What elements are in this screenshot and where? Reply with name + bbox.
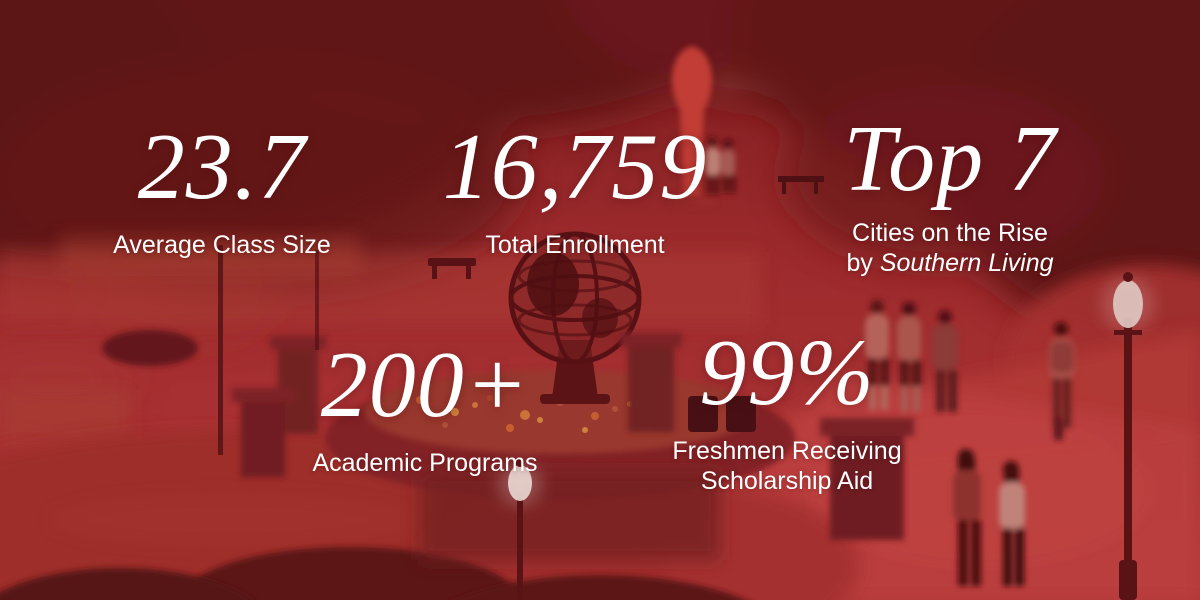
- students-walking-away: [953, 449, 1025, 586]
- students-distant-pair: [705, 137, 735, 195]
- stat-value: 200+: [320, 333, 530, 437]
- globe-sculpture: [508, 231, 642, 404]
- southern-living-citation: Southern Living: [879, 249, 1054, 277]
- stat-value: 16,759: [442, 115, 708, 219]
- bush-silhouette: [180, 547, 520, 600]
- stat-scholarship-aid: 99% Freshmen Receiving Scholarship Aid: [622, 326, 952, 496]
- stat-average-class-size: 23.7 Average Class Size: [57, 120, 387, 260]
- stat-top-7-cities: Top 7 Cities on the Rise by Southern Liv…: [785, 112, 1115, 278]
- stat-total-enrollment: 16,759 Total Enrollment: [415, 120, 735, 260]
- stat-label: Academic Programs: [312, 449, 538, 477]
- flag-poles: [218, 245, 319, 455]
- stat-label-line1: Freshmen Receiving: [672, 437, 902, 465]
- lamp-post-right: [1101, 272, 1155, 600]
- red-sculpture: [671, 46, 715, 207]
- stat-label-line2: Scholarship Aid: [700, 467, 874, 495]
- students-walking-group: [865, 300, 1075, 440]
- trash-bins: [688, 396, 756, 432]
- stat-value: Top 7: [843, 107, 1057, 211]
- table-silhouette: [778, 176, 824, 182]
- stat-label-line1: Cities on the Rise: [852, 219, 1048, 247]
- stat-label: Total Enrollment: [485, 231, 665, 259]
- stat-value: 99%: [699, 321, 875, 425]
- stat-label: Average Class Size: [113, 231, 331, 259]
- stat-academic-programs: 200+ Academic Programs: [250, 338, 600, 478]
- lamp-post-center: [498, 459, 542, 600]
- stat-value: 23.7: [137, 115, 307, 219]
- stat-label-line2: by Southern Living: [846, 249, 1054, 277]
- stat-label: Freshmen Receiving Scholarship Aid: [622, 436, 952, 496]
- bench-silhouette: [428, 176, 824, 279]
- brick-piers: [232, 333, 914, 560]
- stat-label: Cities on the Rise by Southern Living: [785, 218, 1115, 278]
